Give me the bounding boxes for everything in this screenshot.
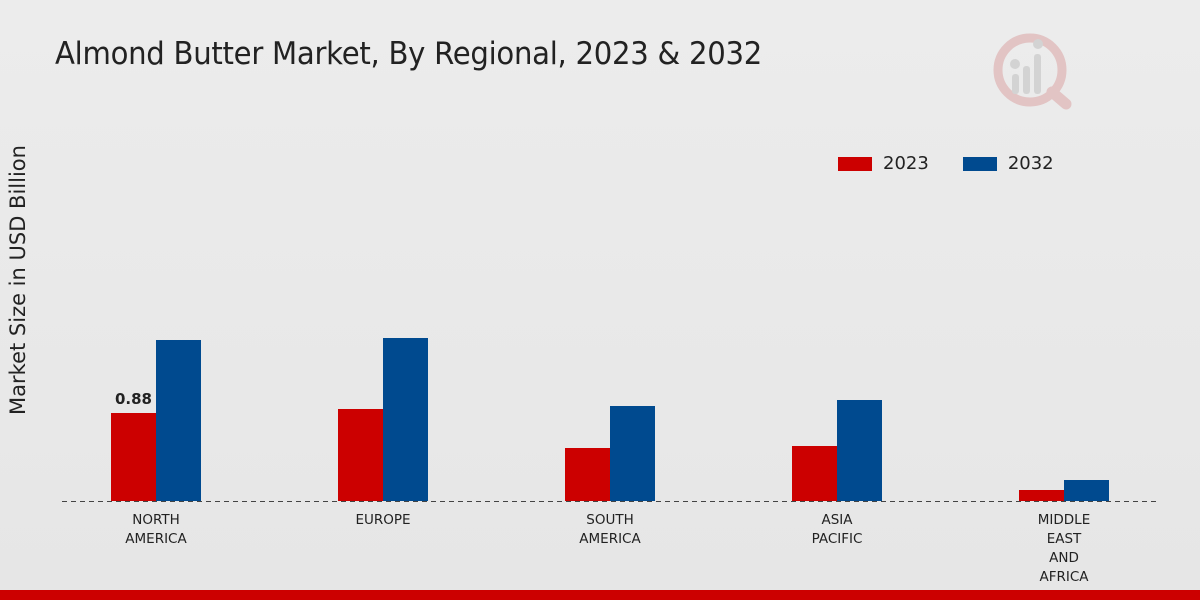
x-tick-label-1-0: EUROPE <box>355 512 410 528</box>
bar-2032-0 <box>156 340 201 501</box>
bar-2032-4 <box>1064 480 1109 501</box>
legend-item-2023: 2023 <box>838 153 929 174</box>
chart-title: Almond Butter Market, By Regional, 2023 … <box>55 36 762 72</box>
bar-2032-3 <box>837 400 882 501</box>
x-tick-label-2-0: SOUTH <box>586 512 633 528</box>
x-tick-label-3-1: PACIFIC <box>812 531 863 547</box>
x-tick-label-4-0: MIDDLE <box>1038 512 1090 528</box>
x-tick-label-0-0: NORTH <box>132 512 180 528</box>
legend-label-2023: 2023 <box>883 153 929 174</box>
legend-label-2032: 2032 <box>1007 153 1054 174</box>
legend-swatch-2023 <box>838 156 872 171</box>
bar-2023-0 <box>111 413 156 501</box>
legend-item-2032: 2032 <box>962 153 1054 174</box>
bar-2023-3 <box>792 446 837 501</box>
bar-2023-1 <box>338 409 383 501</box>
x-tick-label-4-1: EAST <box>1047 531 1082 547</box>
legend-swatch-2032 <box>962 156 997 171</box>
bottom-accent-bar <box>0 590 1200 600</box>
bar-2032-2 <box>610 406 655 501</box>
bar-2032-1 <box>383 338 428 501</box>
x-tick-label-4-3: AFRICA <box>1039 569 1089 585</box>
data-label-0: 0.88 <box>115 390 152 408</box>
bar-2023-4 <box>1019 490 1064 501</box>
x-tick-label-3-0: ASIA <box>821 512 853 528</box>
x-tick-label-0-1: AMERICA <box>125 531 187 547</box>
bar-2023-2 <box>565 448 610 501</box>
x-tick-label-2-1: AMERICA <box>579 531 641 547</box>
legend: 2023 2032 <box>838 153 1088 174</box>
x-tick-label-4-2: AND <box>1049 550 1079 566</box>
brand-logo-icon <box>993 33 1072 110</box>
